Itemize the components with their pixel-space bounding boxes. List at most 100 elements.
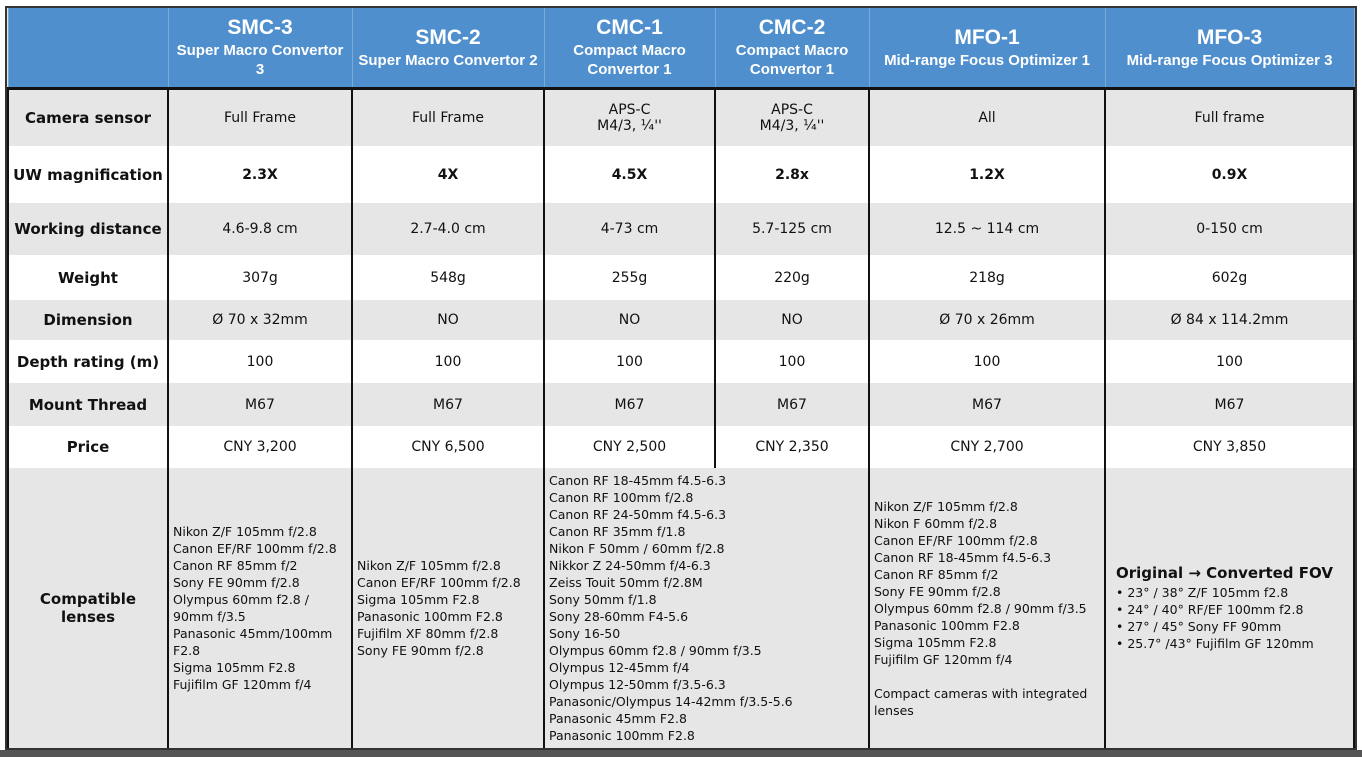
lens-item: Sony 16-50	[549, 626, 621, 641]
lens-list-smc3: Nikon Z/F 105mm f/2.8 Canon EF/RF 100mm f…	[167, 468, 353, 748]
lens-item: • 27° / 45° Sony FF 90mm	[1116, 618, 1282, 634]
lens-item: Canon RF 35mm f/1.8	[549, 524, 686, 539]
cell-mfo-3: 100	[1104, 340, 1355, 383]
product-name: Super Macro Convertor 3	[176, 42, 344, 79]
lens-item: Canon RF 18-45mm f4.5-6.3	[874, 549, 1052, 565]
lens-item: Sony FE 90mm f/2.8	[173, 575, 300, 590]
lens-item: Olympus 12-50mm f/3.5-6.3	[549, 677, 726, 692]
header-cmc-1: CMC-1 Compact Macro Convertor 1	[543, 8, 716, 90]
cell-smc-2: NO	[351, 300, 545, 340]
lens-item: Panasonic 100mm F2.8	[357, 609, 503, 624]
cell-mfo-1: M67	[868, 383, 1106, 426]
lens-item: Canon RF 24-50mm f4.5-6.3	[549, 507, 727, 522]
lens-list-smc2: Nikon Z/F 105mm f/2.8 Canon EF/RF 100mm f…	[351, 468, 545, 748]
lens-item: • 23° / 38° Z/F 105mm f2.8	[1116, 584, 1289, 600]
header-mfo-1: MFO-1 Mid-range Focus Optimizer 1	[868, 8, 1106, 90]
row-label: Camera sensor	[7, 88, 169, 146]
cell-smc-3: 307g	[167, 255, 353, 300]
table-row-compatible-lenses: Compatible lenses Nikon Z/F 105mm f/2.8 Ca…	[7, 468, 1355, 748]
product-name: Super Macro Convertor 2	[358, 51, 538, 69]
cell-cmc-2: 2.8x	[714, 146, 870, 203]
lens-item: Canon EF/RF 100mm f/2.8	[874, 532, 1038, 548]
lens-item: Panasonic 45mm/100mm	[173, 626, 333, 641]
lens-item: Sony 50mm f/1.8	[549, 592, 657, 607]
lens-item: Canon RF 85mm f/2	[173, 558, 298, 573]
cell-mfo-1: CNY 2,700	[868, 426, 1106, 468]
lens-item: Sigma 105mm F2.8	[357, 592, 480, 607]
cell-cmc-2: NO	[714, 300, 870, 340]
cell-cmc-2: APS-C M4/3, ¼''	[714, 88, 870, 146]
cell-mfo-3: CNY 3,850	[1104, 426, 1355, 468]
lens-item: Fujifilm XF 80mm f/2.8	[357, 626, 499, 641]
lens-item: Nikon F 50mm / 60mm f/2.8	[549, 541, 725, 556]
lens-item: Canon EF/RF 100mm f/2.8	[173, 541, 337, 556]
cell-cmc-1: 255g	[543, 255, 716, 300]
cell-smc-2: 100	[351, 340, 545, 383]
lens-item: Nikon Z/F 105mm f/2.8	[874, 498, 1018, 514]
table-row: Weight 307g 548g 255g 220g 218g 602g	[7, 255, 1355, 300]
cell-smc-2: 2.7-4.0 cm	[351, 203, 545, 255]
header-smc-3: SMC-3 Super Macro Convertor 3	[167, 8, 353, 90]
lens-item: Canon EF/RF 100mm f/2.8	[357, 575, 521, 590]
lens-item: Sigma 105mm F2.8	[173, 660, 296, 675]
lens-item: Sony FE 90mm f/2.8	[874, 583, 1001, 599]
cell-smc-3: M67	[167, 383, 353, 426]
cell-cmc-2: 5.7-125 cm	[714, 203, 870, 255]
product-name: Mid-range Focus Optimizer 3	[1126, 51, 1333, 69]
table-row: Working distance 4.6-9.8 cm 2.7-4.0 cm 4-73…	[7, 203, 1355, 255]
product-code: MFO-3	[1196, 25, 1263, 49]
lens-item: lenses	[874, 702, 914, 718]
fov-title: Original → Converted FOV	[1116, 563, 1333, 582]
comparison-table-container: SMC-3 Super Macro Convertor 3 SMC-2 Super M…	[5, 6, 1357, 750]
table-row: Dimension Ø 70 x 32mm NO NO NO Ø 70 x 26mm Ø 8…	[7, 300, 1355, 340]
table-row: Mount Thread M67 M67 M67 M67 M67 M67	[7, 383, 1355, 426]
table-row: Price CNY 3,200 CNY 6,500 CNY 2,500 CNY 2,35…	[7, 426, 1355, 468]
cell-cmc-2: 100	[714, 340, 870, 383]
lens-item: Compact cameras with integrated	[874, 685, 1088, 701]
product-code: CMC-2	[758, 16, 826, 40]
lens-item: Fujifilm GF 120mm f/4	[173, 677, 312, 692]
cell-mfo-1: 100	[868, 340, 1106, 383]
cell-mfo-3: 0-150 cm	[1104, 203, 1355, 255]
cell-mfo-1: Ø 70 x 26mm	[868, 300, 1106, 340]
cell-cmc-2: 220g	[714, 255, 870, 300]
product-code: SMC-2	[415, 25, 481, 49]
cell-smc-3: Full Frame	[167, 88, 353, 146]
cell-mfo-1: 218g	[868, 255, 1106, 300]
comparison-table: SMC-3 Super Macro Convertor 3 SMC-2 Super M…	[7, 8, 1355, 748]
cell-mfo-1: 1.2X	[868, 146, 1106, 203]
lens-item: Panasonic 45mm F2.8	[549, 711, 687, 726]
lens-item: Olympus 60mm f2.8 /	[173, 592, 309, 607]
cell-mfo-1: All	[868, 88, 1106, 146]
cell-cmc-1: NO	[543, 300, 716, 340]
header-cmc-2: CMC-2 Compact Macro Convertor 1	[714, 8, 870, 90]
lens-item: Panasonic 100mm F2.8	[874, 617, 1020, 633]
lens-item	[874, 668, 1100, 685]
row-label: Dimension	[7, 300, 169, 340]
header-corner	[7, 8, 169, 90]
lens-list-mfo1: Nikon Z/F 105mm f/2.8 Nikon F 60mm f/2.8 C…	[868, 468, 1106, 748]
lens-item: Sony 28-60mm F4-5.6	[549, 609, 689, 624]
product-name: Compact Macro Convertor 1	[735, 42, 849, 79]
lens-item: Olympus 60mm f2.8 / 90mm f/3.5	[874, 600, 1087, 616]
cell-cmc-2: M67	[714, 383, 870, 426]
cell-smc-2: 4X	[351, 146, 545, 203]
product-name: Compact Macro Convertor 1	[573, 42, 686, 79]
cell-smc-2: 548g	[351, 255, 545, 300]
lens-item: Sigma 105mm F2.8	[874, 634, 997, 650]
table-row: Depth rating (m) 100 100 100 100 100 100	[7, 340, 1355, 383]
cell-cmc-1: 4-73 cm	[543, 203, 716, 255]
lens-item: Nikon Z/F 105mm f/2.8	[357, 558, 501, 573]
cell-mfo-3: 0.9X	[1104, 146, 1355, 203]
cell-mfo-3: Ø 84 x 114.2mm	[1104, 300, 1355, 340]
row-label: Working distance	[7, 203, 169, 255]
cell-cmc-1: APS-C M4/3, ¼''	[543, 88, 716, 146]
row-label: Depth rating (m)	[7, 340, 169, 383]
lens-item: Nikon F 60mm f/2.8	[874, 515, 998, 531]
lens-item: Canon RF 18-45mm f4.5-6.3	[549, 473, 727, 488]
cell-mfo-3: 602g	[1104, 255, 1355, 300]
cell-cmc-1: M67	[543, 383, 716, 426]
lens-item: Olympus 60mm f2.8 / 90mm f/3.5	[549, 643, 762, 658]
cell-smc-3: Ø 70 x 32mm	[167, 300, 353, 340]
cell-smc-3: 100	[167, 340, 353, 383]
